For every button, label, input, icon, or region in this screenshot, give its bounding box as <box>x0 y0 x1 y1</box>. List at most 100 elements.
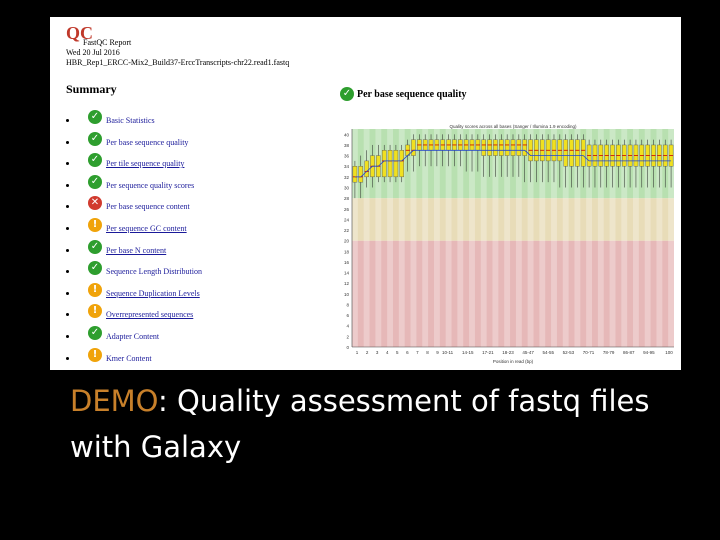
column-stripe <box>668 129 674 347</box>
x-tick-label: 100 <box>665 350 673 355</box>
box <box>411 139 416 156</box>
column-stripe <box>457 129 464 347</box>
slide-caption: DEMO: Quality assessment of fastq files … <box>70 378 710 470</box>
x-tick-label: 5 <box>396 350 399 355</box>
module-label[interactable]: Sequence Duplication Levels <box>106 288 200 298</box>
column-stripe <box>445 129 452 347</box>
column-stripe <box>469 129 475 347</box>
x-tick-label: 78-79 <box>603 350 615 355</box>
report-filename: HBR_Rep1_ERCC-Mix2_Build37-ErccTranscrip… <box>66 58 290 67</box>
bullet <box>66 334 69 338</box>
column-stripe <box>375 129 382 347</box>
box <box>399 150 405 178</box>
box <box>352 166 358 183</box>
box <box>569 139 574 167</box>
x-tick-label: 1 <box>356 350 359 355</box>
column-stripe <box>433 129 440 347</box>
box <box>493 139 498 156</box>
bullet <box>66 291 69 295</box>
y-tick-label: 22 <box>344 228 350 233</box>
module-label: Per base sequence content <box>106 202 190 212</box>
box <box>581 139 586 167</box>
column-stripe <box>363 129 370 347</box>
x-tick-label: 70-71 <box>583 350 595 355</box>
box <box>499 139 504 156</box>
x-tick-label: 52-53 <box>563 350 575 355</box>
column-stripe <box>410 129 417 347</box>
module-label: Kmer Content <box>106 353 152 363</box>
module-label: Per base sequence quality <box>106 137 189 147</box>
y-tick-label: 40 <box>344 132 350 137</box>
box <box>516 139 522 156</box>
column-stripe <box>480 129 487 347</box>
y-tick-label: 38 <box>344 143 350 148</box>
report-title: FastQC Report <box>83 38 132 47</box>
bullet <box>66 183 69 187</box>
pass-icon: ✓ <box>88 131 102 146</box>
column-stripe <box>422 129 429 347</box>
column-stripe <box>527 129 534 347</box>
module-label[interactable]: Per tile sequence quality <box>106 159 185 169</box>
fastqc-report-screenshot: QC FastQC Report Wed 20 Jul 2016 HBR_Rep… <box>50 17 681 370</box>
warn-icon: ! <box>88 347 102 362</box>
quality-band <box>352 198 674 241</box>
y-tick-label: 24 <box>344 217 350 222</box>
chart-panel-title: Per base sequence quality <box>357 89 467 100</box>
x-tick-label: 10-11 <box>442 350 454 355</box>
y-tick-label: 36 <box>344 154 350 159</box>
y-tick-label: 8 <box>346 302 349 307</box>
module-label: Adapter Content <box>106 331 160 341</box>
module-label: Basic Statistics <box>106 116 155 125</box>
box <box>358 166 364 183</box>
y-tick-label: 10 <box>344 292 350 297</box>
x-tick-label: 6 <box>406 350 409 355</box>
box <box>364 160 369 178</box>
caption-line1: : Quality assessment of fastq files <box>158 384 650 418</box>
column-stripe <box>656 129 663 347</box>
module-label: Per sequence quality scores <box>106 180 195 190</box>
warn-icon: ! <box>88 217 102 232</box>
warn-icon: ! <box>88 282 102 297</box>
warn-icon: ! <box>88 304 102 319</box>
x-tick-label: 94-95 <box>643 350 655 355</box>
box <box>387 150 393 178</box>
x-tick-label: 86-87 <box>623 350 635 355</box>
pass-icon: ✓ <box>88 239 102 254</box>
x-tick-label: 18-23 <box>502 350 514 355</box>
column-stripe <box>551 129 557 347</box>
x-tick-label: 14-15 <box>462 350 474 355</box>
y-tick-label: 32 <box>344 175 350 180</box>
bullet <box>66 270 69 274</box>
y-tick-label: 4 <box>346 324 349 329</box>
fastqc-logo: QC <box>66 23 93 43</box>
x-tick-label: 8 <box>426 350 429 355</box>
column-stripe <box>398 129 405 347</box>
y-tick-label: 14 <box>344 271 350 276</box>
module-label[interactable]: Overrepresented sequences <box>106 310 194 320</box>
module-label: Sequence Length Distribution <box>106 267 202 277</box>
x-tick-label: 9 <box>436 350 439 355</box>
x-tick-label: 2 <box>366 350 369 355</box>
module-label[interactable]: Per base N content <box>106 245 167 255</box>
chart-title: Quality scores across all bases (Sanger … <box>449 124 577 129</box>
x-tick-label: 4 <box>386 350 389 355</box>
box <box>522 139 527 156</box>
y-tick-label: 6 <box>346 313 349 318</box>
box <box>381 150 387 178</box>
bullet <box>66 140 69 144</box>
column-stripe <box>644 129 651 347</box>
bullet <box>66 119 69 122</box>
module-label[interactable]: Per sequence GC content <box>106 223 187 233</box>
pass-icon: ✓ <box>88 261 102 276</box>
column-stripe <box>492 129 499 347</box>
column-stripe <box>504 129 511 347</box>
column-stripe <box>574 129 581 347</box>
pass-icon: ✓ <box>88 110 102 124</box>
y-tick-label: 18 <box>344 249 350 254</box>
y-tick-label: 30 <box>344 185 350 190</box>
mean-line <box>354 149 672 178</box>
caption-demo-label: DEMO <box>70 384 158 418</box>
x-axis-label: Position in read (bp) <box>493 359 534 364</box>
pass-icon: ✓ <box>88 174 102 189</box>
y-tick-label: 34 <box>344 164 350 169</box>
